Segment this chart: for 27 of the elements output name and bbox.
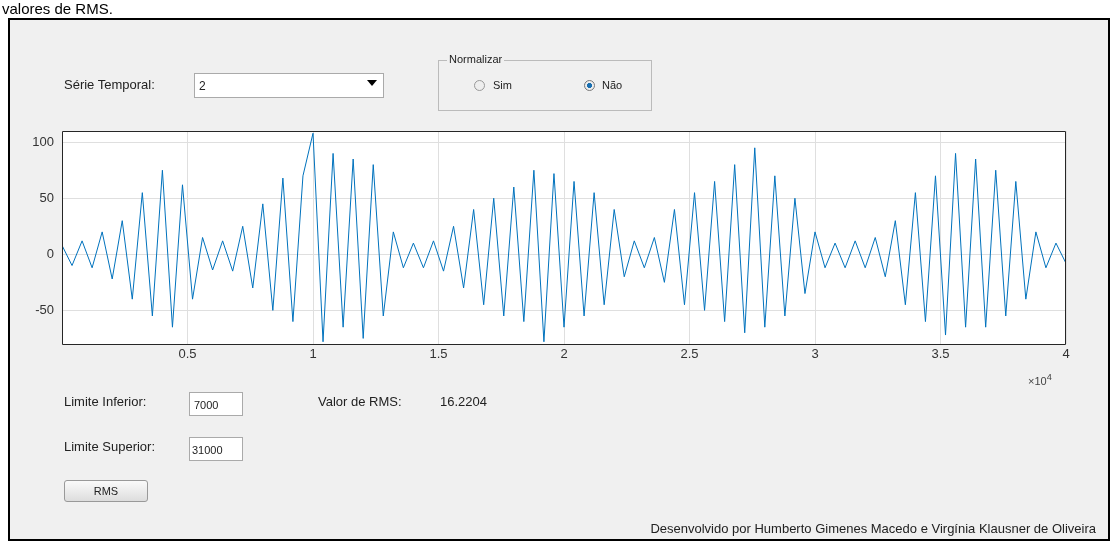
- y-tick-label: 50: [39, 189, 54, 205]
- x-tick-label: 3.5: [931, 346, 950, 362]
- x-tick-label: 4: [1062, 346, 1070, 362]
- x-tick-label: 0.5: [178, 346, 197, 362]
- y-tick-label: 0: [46, 245, 54, 261]
- text: Não: [602, 79, 623, 91]
- x-tick-label: 1: [309, 346, 317, 362]
- text-field: 31000: [189, 437, 243, 461]
- text: Série Temporal:: [64, 77, 155, 92]
- text: Desenvolvido por Humberto Gimenes Macedo e Virgínia Klausner de Oliveira: [650, 521, 1096, 536]
- text: Normalizar: [447, 53, 505, 65]
- text: valores de RMS.: [2, 0, 113, 17]
- text-field: 7000: [189, 392, 243, 416]
- x-tick-label: 2.5: [680, 346, 699, 362]
- text: 16.2204: [440, 394, 487, 409]
- button: RMS: [64, 480, 148, 502]
- y-tick-label: -50: [35, 301, 54, 317]
- text: ×10$^{4}$: [1028, 372, 1052, 387]
- x-tick-label: 1.5: [429, 346, 448, 362]
- dropdown: 2: [194, 73, 384, 98]
- text: Sim: [493, 79, 512, 91]
- text: Limite Inferior:: [64, 394, 147, 409]
- x-tick-label: 2: [560, 346, 568, 362]
- x-tick-label: 3: [811, 346, 819, 362]
- y-tick-label: 100: [32, 133, 54, 149]
- text: Valor de RMS:: [318, 394, 402, 409]
- text: Limite Superior:: [64, 439, 156, 454]
